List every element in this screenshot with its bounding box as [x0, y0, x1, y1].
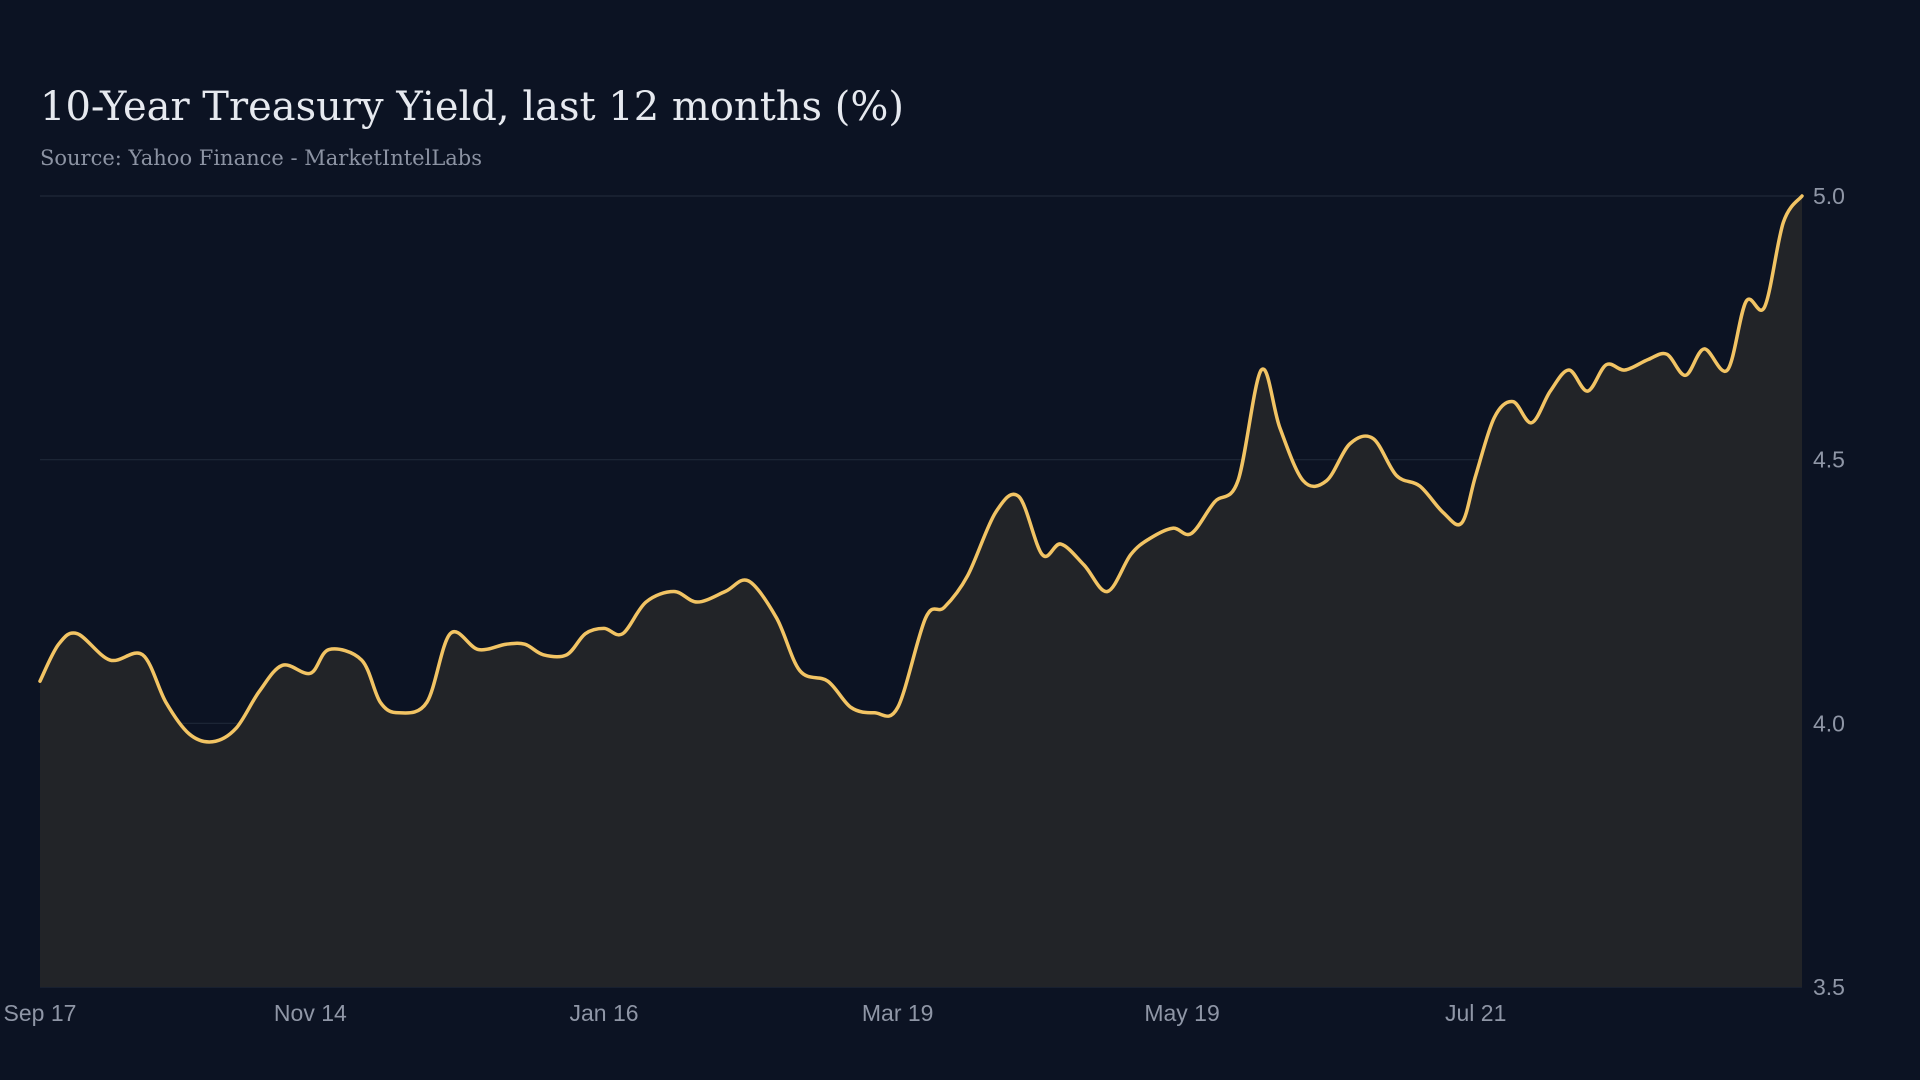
- data-point: [602, 626, 606, 630]
- data-point: [1394, 473, 1398, 477]
- data-point: [1492, 415, 1496, 419]
- data-point: [164, 700, 168, 704]
- data-point: [448, 632, 452, 636]
- x-tick-label: Jul 21: [1445, 1000, 1506, 1026]
- y-tick-label: 4.0: [1813, 710, 1845, 736]
- data-point: [672, 590, 676, 594]
- data-point: [1040, 553, 1044, 557]
- data-point: [942, 605, 946, 609]
- data-point: [1301, 479, 1305, 483]
- data-point: [397, 711, 401, 715]
- data-point: [308, 671, 312, 675]
- data-point: [476, 648, 480, 652]
- data-point: [1604, 363, 1608, 367]
- data-point: [849, 706, 853, 710]
- data-point: [1646, 357, 1650, 361]
- data-point: [1548, 389, 1552, 393]
- data-point: [1665, 352, 1669, 356]
- data-point: [1441, 510, 1445, 514]
- data-point: [1763, 305, 1767, 309]
- data-point: [747, 579, 751, 583]
- x-tick-label: Nov 14: [274, 1000, 347, 1026]
- data-point: [1189, 531, 1193, 535]
- data-point: [1567, 368, 1571, 372]
- y-tick-label: 4.5: [1813, 447, 1845, 473]
- data-point: [896, 706, 900, 710]
- data-point: [234, 727, 238, 731]
- data-point: [108, 658, 112, 662]
- data-point: [1800, 194, 1804, 198]
- data-point: [1348, 442, 1352, 446]
- data-point: [378, 700, 382, 704]
- data-point: [826, 679, 830, 683]
- data-point: [1171, 526, 1175, 530]
- data-point: [1278, 426, 1282, 430]
- x-tick-label: May 19: [1144, 1000, 1219, 1026]
- data-point: [621, 632, 625, 636]
- data-point: [1371, 437, 1375, 441]
- data-point: [583, 632, 587, 636]
- data-point: [425, 700, 429, 704]
- data-point: [523, 642, 527, 646]
- y-tick-label: 3.5: [1813, 974, 1845, 1000]
- data-point: [1105, 590, 1109, 594]
- data-point: [1474, 473, 1478, 477]
- x-tick-label: Mar 19: [862, 1000, 934, 1026]
- data-point: [723, 590, 727, 594]
- data-point: [210, 740, 214, 744]
- data-point: [1586, 389, 1590, 393]
- data-point: [1325, 479, 1329, 483]
- chart-subtitle: Source: Yahoo Finance - MarketIntelLabs: [40, 146, 483, 170]
- data-point: [1781, 220, 1785, 224]
- data-point: [1129, 553, 1133, 557]
- data-point: [1683, 373, 1687, 377]
- data-point: [1725, 368, 1729, 372]
- data-point: [872, 711, 876, 715]
- data-point: [994, 510, 998, 514]
- data-point: [280, 663, 284, 667]
- data-point: [1236, 479, 1240, 483]
- data-point: [924, 616, 928, 620]
- y-tick-label: 5.0: [1813, 183, 1845, 209]
- data-point: [1147, 537, 1151, 541]
- data-point: [775, 616, 779, 620]
- data-point: [1259, 368, 1263, 372]
- data-point: [57, 642, 61, 646]
- data-point: [798, 669, 802, 673]
- data-point: [644, 600, 648, 604]
- chart-title: 10-Year Treasury Yield, last 12 months (…: [40, 84, 904, 130]
- x-tick-label: Jan 16: [569, 1000, 638, 1026]
- data-point: [565, 653, 569, 657]
- data-point: [1530, 421, 1534, 425]
- data-point: [541, 653, 545, 657]
- data-point: [1744, 299, 1748, 303]
- data-point: [504, 642, 508, 646]
- data-point: [257, 690, 261, 694]
- data-point: [1418, 484, 1422, 488]
- x-tick-label: Sep 17: [4, 1000, 77, 1026]
- data-point: [1623, 368, 1627, 372]
- series-area: [40, 196, 1802, 987]
- data-point: [1213, 500, 1217, 504]
- data-point: [327, 648, 331, 652]
- data-point: [187, 732, 191, 736]
- data-point: [360, 658, 364, 662]
- data-point: [1082, 563, 1086, 567]
- data-point: [1460, 521, 1464, 525]
- series-line: [38, 194, 1804, 744]
- data-point: [141, 653, 145, 657]
- data-point: [1702, 347, 1706, 351]
- data-point: [1017, 495, 1021, 499]
- data-point: [1511, 400, 1515, 404]
- data-point: [1059, 542, 1063, 546]
- data-point: [695, 600, 699, 604]
- data-point: [966, 574, 970, 578]
- data-point: [75, 632, 79, 636]
- data-point: [38, 679, 42, 683]
